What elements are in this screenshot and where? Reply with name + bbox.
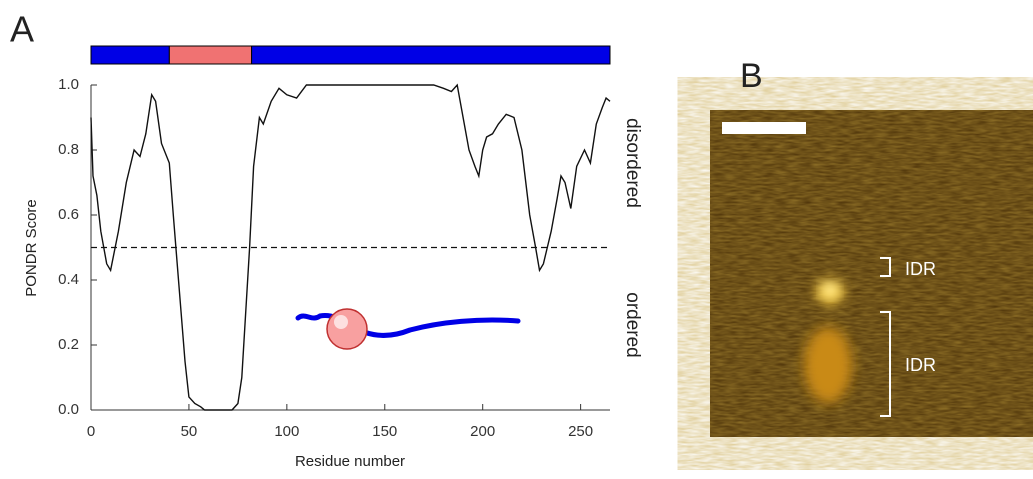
x-tick-label: 250	[568, 423, 593, 440]
panel-label: A	[10, 9, 34, 50]
annotation: disordered	[622, 118, 643, 208]
domain-segment	[251, 45, 611, 65]
y-tick-label: 0.2	[58, 336, 79, 353]
x-tick-label: 50	[181, 423, 198, 440]
score-line	[90, 83, 611, 411]
domain-segment	[90, 45, 170, 65]
annotation: ordered	[622, 292, 643, 358]
x-tick-label: 100	[274, 423, 299, 440]
y-tick-label: 0.0	[58, 401, 79, 418]
y-tick-label: 1.0	[58, 76, 79, 93]
y-tick-label: 0.4	[58, 271, 79, 288]
y-axis-title: PONDR Score	[23, 199, 40, 297]
domain-segment	[168, 45, 253, 65]
x-tick-label: 200	[470, 423, 495, 440]
x-tick-label: 150	[372, 423, 397, 440]
idr-label: IDR	[905, 355, 936, 375]
protein-cartoon	[295, 308, 521, 350]
x-axis-title: Residue number	[295, 453, 405, 470]
afm-image	[710, 110, 1033, 437]
idr-label: IDR	[905, 259, 936, 279]
y-tick-label: 0.8	[58, 141, 79, 158]
y-tick-label: 0.6	[58, 206, 79, 223]
x-tick-label: 0	[87, 423, 95, 440]
panel-label: B	[740, 57, 763, 95]
